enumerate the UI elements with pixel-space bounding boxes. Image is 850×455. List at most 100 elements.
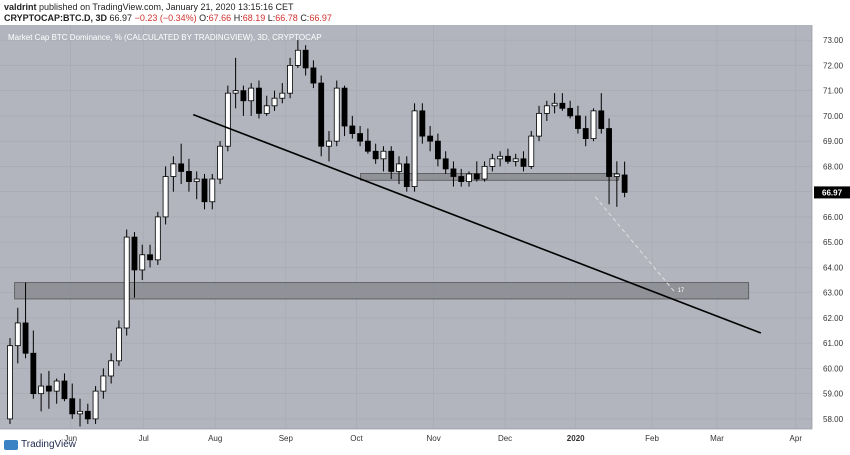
- candle-body: [497, 155, 504, 160]
- candle-body: [256, 87, 262, 114]
- candle-body: [201, 178, 208, 203]
- projection-label: 17: [678, 288, 685, 294]
- candle-body: [139, 254, 146, 271]
- price-change: −0.23 (−0.34%): [134, 13, 197, 23]
- y-tick-label: 70.00: [823, 112, 844, 121]
- candle-body: [364, 140, 371, 152]
- candle-body: [154, 216, 161, 261]
- candle-body: [100, 375, 107, 392]
- candle-body: [473, 173, 480, 180]
- candle-body: [621, 174, 628, 193]
- current-price-tag: [814, 186, 850, 199]
- candle-body: [240, 90, 247, 102]
- candle-body: [224, 92, 231, 147]
- chart-title: Market Cap BTC Dominance, % (CALCULATED …: [8, 33, 322, 42]
- y-tick-label: 72.00: [823, 61, 844, 70]
- candle-body: [248, 87, 255, 102]
- candle-body: [186, 171, 192, 182]
- candle-body: [279, 92, 286, 99]
- candle-body: [536, 112, 542, 137]
- candle-body: [598, 110, 605, 129]
- candle-body: [357, 133, 364, 142]
- tradingview-logo-icon: [4, 439, 18, 450]
- candle-body: [372, 150, 379, 160]
- descending-trendline: [192, 113, 762, 334]
- candle-body: [606, 128, 612, 177]
- candle-body: [302, 49, 309, 69]
- ohlc-high: 68.19: [242, 13, 266, 23]
- candle-body: [590, 110, 597, 140]
- x-tick-label: Oct: [350, 434, 363, 443]
- candle-body: [528, 135, 535, 167]
- candle-body: [582, 128, 589, 140]
- y-tick-label: 61.00: [823, 339, 844, 348]
- publisher-line: valdrint published on TradingView.com, J…: [4, 2, 294, 12]
- candle-body: [427, 135, 434, 142]
- ohlc-c-label: C:: [300, 13, 310, 23]
- price-axis: [812, 25, 850, 455]
- y-tick-label: 69.00: [823, 137, 844, 146]
- header-bar: valdrint published on TradingView.com, J…: [0, 0, 850, 24]
- candle-body: [318, 82, 325, 147]
- candle-body: [287, 65, 293, 94]
- x-tick-label: Mar: [710, 434, 724, 443]
- candle-body: [38, 385, 45, 395]
- symbol-row: CRYPTOCAP:BTC.D, 3D 66.97 −0.23 (−0.34%)…: [4, 13, 332, 23]
- candle-body: [232, 90, 239, 94]
- candle-body: [442, 158, 449, 170]
- candle-body: [263, 105, 270, 114]
- plot-background: [0, 25, 812, 429]
- candle-body: [466, 173, 472, 182]
- candle-body: [380, 150, 387, 160]
- x-tick-label: Feb: [645, 434, 659, 443]
- published-text: published on TradingView.com, January 21…: [39, 2, 294, 12]
- candle-body: [209, 178, 216, 203]
- y-tick-label: 59.00: [823, 390, 844, 399]
- candle-body: [116, 327, 122, 362]
- candle-body: [403, 163, 410, 188]
- candle-body: [178, 163, 185, 172]
- candle-body: [559, 102, 566, 109]
- y-tick-label: 68.00: [823, 162, 844, 171]
- y-tick-label: 65.00: [823, 238, 844, 247]
- candle-body: [450, 168, 457, 177]
- candle-body: [341, 87, 348, 127]
- last-price: 66.97: [109, 13, 133, 23]
- ohlc-low: 66.78: [275, 13, 298, 23]
- candle-body: [170, 163, 177, 177]
- support-zone: [14, 282, 750, 300]
- y-tick-label: 64.00: [823, 263, 844, 272]
- candle-body: [108, 360, 115, 377]
- symbol-name: CRYPTOCAP:BTC.D, 3D: [4, 13, 108, 23]
- candle-body: [84, 410, 91, 420]
- x-tick-label: Jul: [139, 434, 149, 443]
- candle-body: [69, 398, 76, 415]
- y-tick-label: 66.00: [823, 213, 844, 222]
- ohlc-close: 66.97: [309, 13, 332, 23]
- candle-body: [147, 254, 153, 261]
- candle-body: [294, 49, 301, 66]
- candle-body: [22, 322, 29, 354]
- x-tick-label: Nov: [426, 434, 440, 443]
- candle-body: [481, 165, 488, 180]
- candle-body: [349, 125, 356, 134]
- candle-body: [396, 163, 402, 172]
- x-tick-label: 2020: [567, 434, 585, 443]
- candle-body: [123, 236, 130, 329]
- ohlc-h-label: H:: [233, 13, 243, 23]
- candlestick-chart[interactable]: 17 58.00 59.00 60.00 61.00 62.00 63.00 64.00 65.…: [0, 25, 850, 455]
- ohlc-o-label: O:: [199, 13, 209, 23]
- candle-body: [193, 178, 200, 182]
- chart-area[interactable]: 17 58.00 59.00 60.00 61.00 62.00 63.00 64.00 65.…: [0, 25, 850, 455]
- candle-body: [543, 105, 550, 114]
- candle-body: [92, 390, 99, 420]
- candle-body: [458, 176, 465, 182]
- candle-body: [162, 176, 169, 218]
- y-tick-label: 62.00: [823, 314, 844, 323]
- candle-body: [46, 385, 52, 392]
- author-name[interactable]: valdrint: [4, 2, 37, 12]
- candle-body: [489, 158, 496, 167]
- candle-body: [575, 115, 581, 129]
- tradingview-logo[interactable]: TradingView: [4, 439, 76, 450]
- x-tick-label: Aug: [208, 434, 222, 443]
